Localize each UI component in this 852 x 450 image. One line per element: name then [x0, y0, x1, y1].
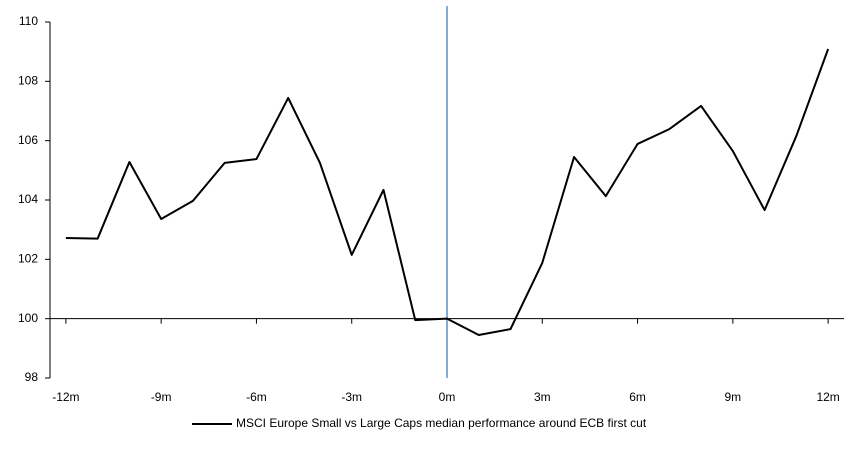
x-tick-label: -6m — [246, 390, 267, 404]
y-tick-label: 104 — [18, 192, 38, 206]
series-line — [65, 48, 830, 336]
y-tick-label: 110 — [19, 14, 38, 28]
y-tick-label: 102 — [18, 252, 38, 266]
x-tick-label: 3m — [534, 390, 551, 404]
x-tick-label: -12m — [52, 390, 79, 404]
x-tick-label: -3m — [341, 390, 362, 404]
x-tick-label: -9m — [151, 390, 172, 404]
y-tick-label: 106 — [18, 133, 38, 147]
legend-label: MSCI Europe Small vs Large Caps median p… — [236, 416, 647, 430]
y-tick-label: 98 — [25, 370, 39, 384]
x-tick-label: 9m — [725, 390, 742, 404]
x-tick-label: 12m — [816, 390, 839, 404]
y-tick-label: 100 — [18, 311, 38, 325]
y-tick-label: 108 — [18, 74, 38, 88]
x-tick-label: 0m — [439, 390, 456, 404]
x-tick-label: 6m — [629, 390, 646, 404]
